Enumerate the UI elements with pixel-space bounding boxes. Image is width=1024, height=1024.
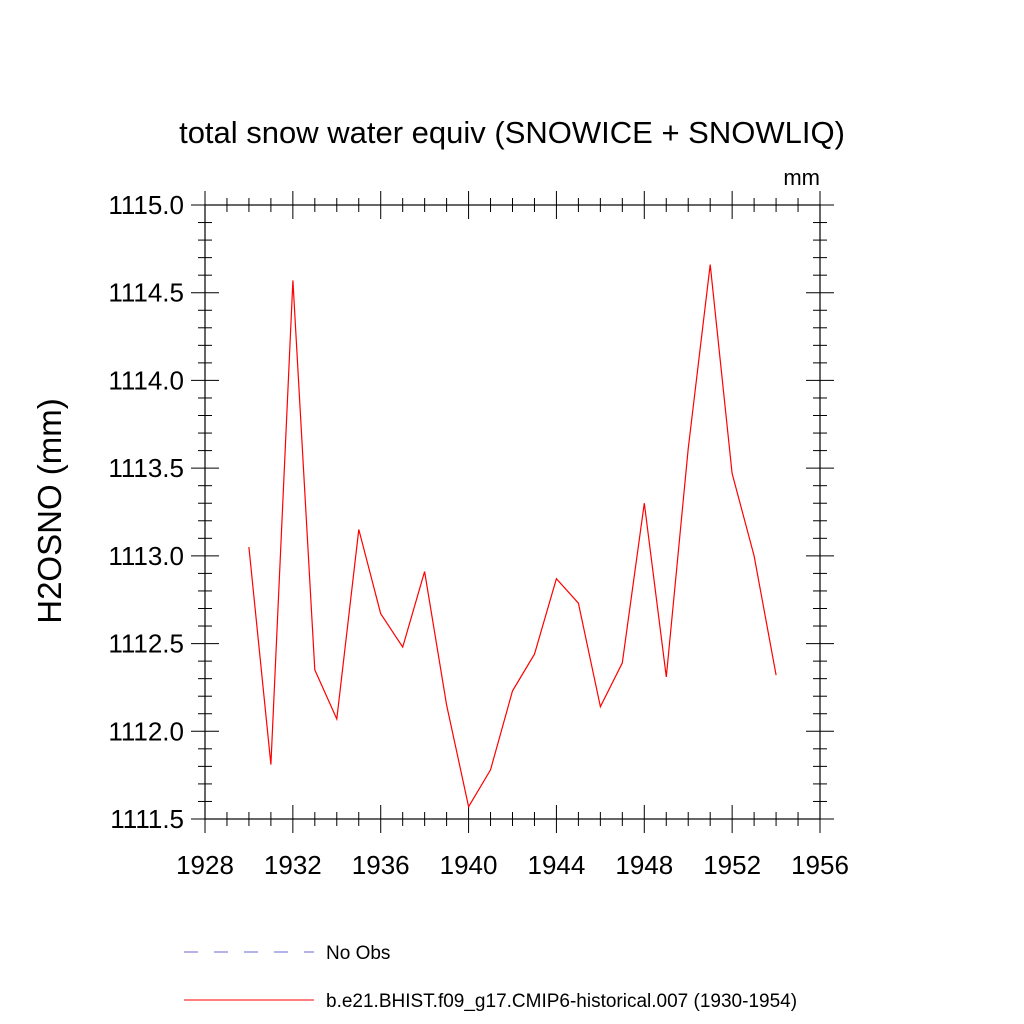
plot-frame xyxy=(204,204,821,820)
y-axis-label: H2OSNO (mm) xyxy=(31,398,68,624)
y-tick-label: 1114.0 xyxy=(108,365,184,395)
y-tick-label: 1113.5 xyxy=(108,453,184,483)
series-line xyxy=(248,264,777,809)
y-tick-label: 1114.5 xyxy=(108,278,184,308)
x-tick-label: 1936 xyxy=(352,850,410,880)
x-tick-label: 1956 xyxy=(791,850,849,880)
series-layer xyxy=(248,264,777,809)
y-axis: 1111.5 1112.0 1112.5 1113.0 1113.5 1114.0 1114… xyxy=(108,190,834,834)
x-tick-label: 1928 xyxy=(176,850,234,880)
y-tick-label: 1112.0 xyxy=(108,716,184,746)
x-tick-label: 1932 xyxy=(264,850,322,880)
units-label: mm xyxy=(783,165,820,190)
x-tick-label: 1948 xyxy=(615,850,673,880)
x-tick-label: 1944 xyxy=(528,850,586,880)
x-tick-label: 1952 xyxy=(703,850,761,880)
legend: No Obs b.e21.BHIST.f09_g17.CMIP6-historic… xyxy=(184,943,797,1012)
x-axis: 1928 1932 1936 1940 1944 1948 1952 1956 xyxy=(176,191,849,880)
y-tick-label: 1111.5 xyxy=(110,804,184,834)
legend-label: No Obs xyxy=(326,943,390,964)
plot-border xyxy=(204,204,821,820)
legend-label: b.e21.BHIST.f09_g17.CMIP6-historical.007… xyxy=(326,991,797,1012)
x-tick-label: 1940 xyxy=(440,850,498,880)
y-tick-label: 1112.5 xyxy=(108,629,184,659)
y-tick-label: 1115.0 xyxy=(108,190,184,220)
chart-title: total snow water equiv (SNOWICE + SNOWLI… xyxy=(179,115,845,150)
y-tick-label: 1113.0 xyxy=(108,541,184,571)
